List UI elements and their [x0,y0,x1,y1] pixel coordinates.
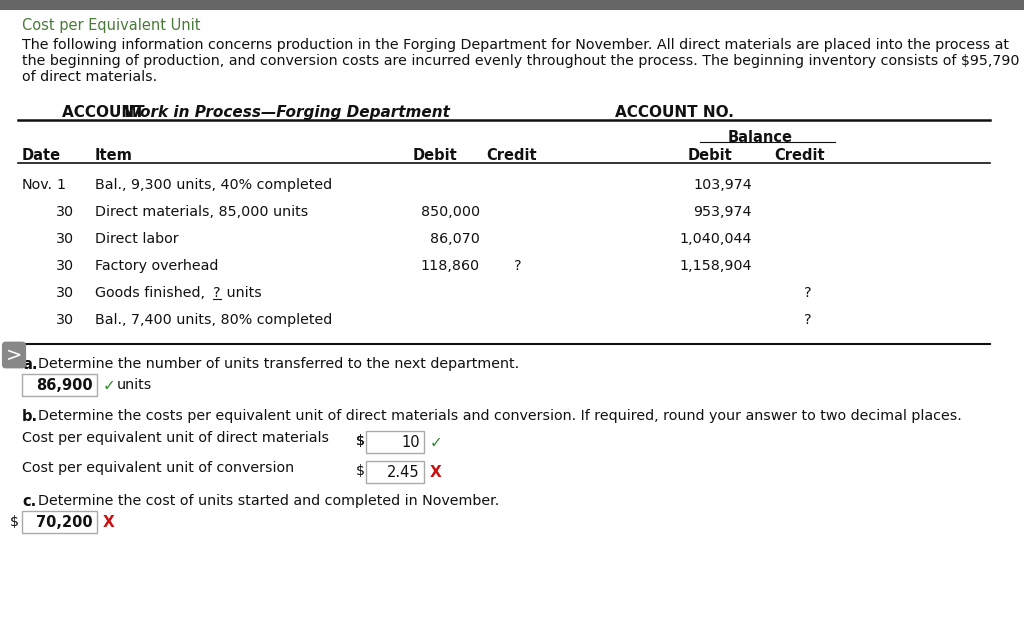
Text: Goods finished,: Goods finished, [95,286,210,300]
Text: 1,040,044: 1,040,044 [680,232,752,246]
Text: 118,860: 118,860 [421,259,480,273]
Text: Factory overhead: Factory overhead [95,259,218,273]
Text: Credit: Credit [486,148,538,163]
Text: 30: 30 [56,205,74,219]
Text: b.: b. [22,409,38,424]
Text: Nov.: Nov. [22,178,53,192]
Text: units: units [117,378,153,392]
Text: 86,070: 86,070 [430,232,480,246]
Text: of direct materials.: of direct materials. [22,70,157,84]
Text: 103,974: 103,974 [693,178,752,192]
Text: Cost per equivalent unit of conversion: Cost per equivalent unit of conversion [22,461,294,475]
Text: the beginning of production, and conversion costs are incurred evenly throughout: the beginning of production, and convers… [22,54,1020,68]
Text: ?: ? [213,286,220,300]
Text: Cost per Equivalent Unit: Cost per Equivalent Unit [22,18,201,33]
Text: 1,158,904: 1,158,904 [680,259,752,273]
Bar [0,0,1024,10]
Text: ✓: ✓ [430,435,442,450]
Text: Bal., 9,300 units, 40% completed: Bal., 9,300 units, 40% completed [95,178,332,192]
Text: $: $ [10,515,19,529]
Text: X: X [103,515,115,530]
Text: ?: ? [804,286,812,300]
Text: Credit: Credit [775,148,825,163]
Bar [22,511,97,533]
Text: ACCOUNT: ACCOUNT [62,105,150,120]
Text: Direct labor: Direct labor [95,232,178,246]
Text: Debit: Debit [688,148,732,163]
Text: c.: c. [22,494,36,509]
Text: The following information concerns production in the Forging Department for Nove: The following information concerns produ… [22,38,1009,52]
Text: 30: 30 [56,259,74,273]
Text: Item: Item [95,148,133,163]
Text: Cost per equivalent unit of direct materials: Cost per equivalent unit of direct mater… [22,431,329,445]
Bar [22,374,97,396]
Text: X: X [430,465,441,480]
Text: $: $ [356,434,365,448]
Text: 10: 10 [401,435,420,450]
Text: Balance: Balance [727,130,793,145]
Text: 30: 30 [56,286,74,300]
Text: Determine the cost of units started and completed in November.: Determine the cost of units started and … [38,494,500,508]
Text: Bal., 7,400 units, 80% completed: Bal., 7,400 units, 80% completed [95,313,332,327]
Text: $: $ [356,434,365,448]
Text: >: > [6,346,23,364]
Text: 2.45: 2.45 [387,465,420,480]
Text: Determine the costs per equivalent unit of direct materials and conversion. If r: Determine the costs per equivalent unit … [38,409,962,423]
Text: $: $ [356,464,365,478]
Text: a.: a. [22,357,38,372]
Text: 86,900: 86,900 [37,378,93,393]
Text: Direct materials, 85,000 units: Direct materials, 85,000 units [95,205,308,219]
Bar [366,431,424,453]
Text: Debit: Debit [413,148,458,163]
Text: 850,000: 850,000 [421,205,480,219]
Text: 953,974: 953,974 [693,205,752,219]
Text: 30: 30 [56,232,74,246]
Text: ACCOUNT NO.: ACCOUNT NO. [615,105,734,120]
Text: units: units [222,286,262,300]
Text: Date: Date [22,148,61,163]
Text: 1: 1 [56,178,66,192]
Bar [366,461,424,483]
Text: ?: ? [514,259,522,273]
Text: 70,200: 70,200 [37,515,93,530]
Text: Work in Process—Forging Department: Work in Process—Forging Department [124,105,450,120]
Text: Determine the number of units transferred to the next department.: Determine the number of units transferre… [38,357,519,371]
Text: ?: ? [804,313,812,327]
Text: ✓: ✓ [103,378,116,393]
Text: 30: 30 [56,313,74,327]
